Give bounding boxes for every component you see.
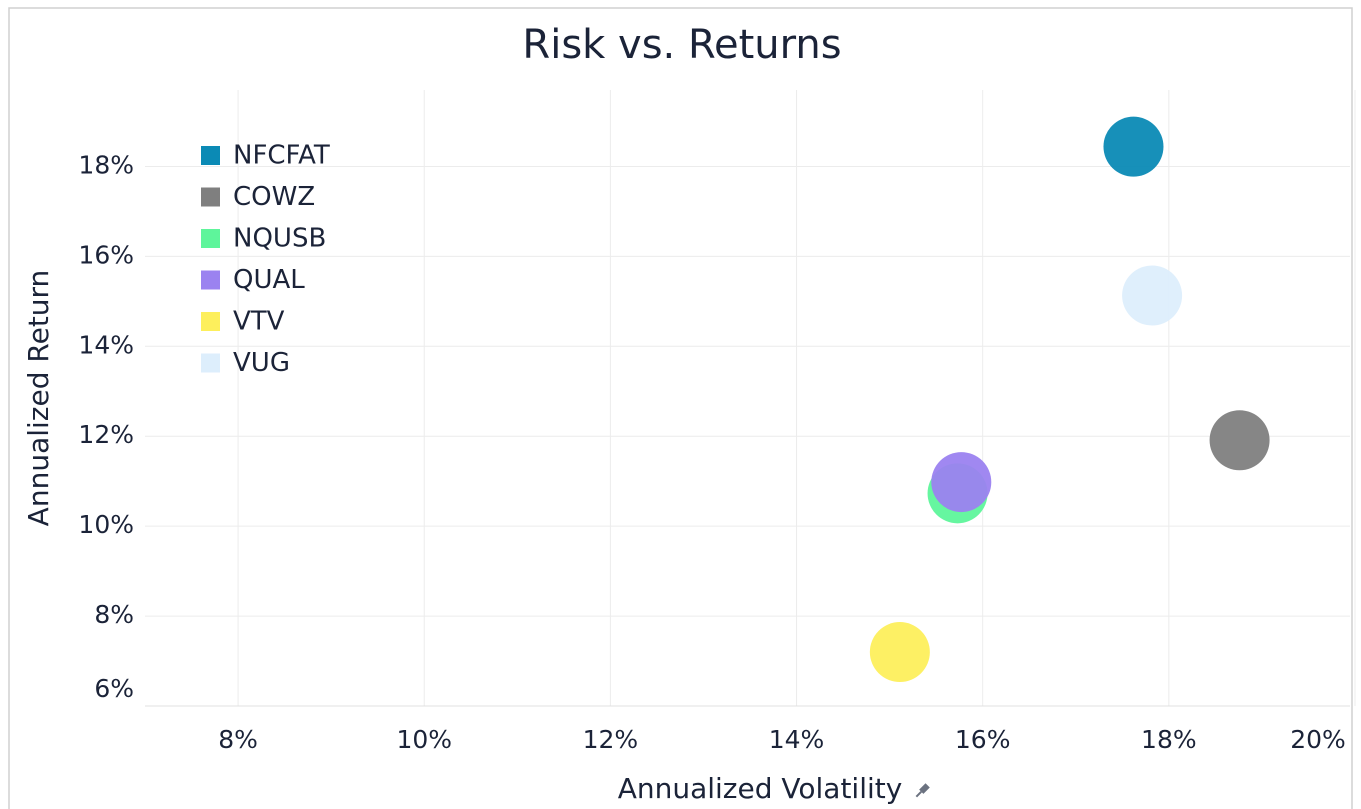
x-axis-label: Annualized Volatility bbox=[618, 772, 903, 805]
legend-swatch bbox=[201, 312, 220, 331]
point bbox=[931, 452, 992, 513]
legend-swatch bbox=[201, 187, 220, 207]
legend-label: COWZ bbox=[233, 182, 315, 212]
point bbox=[869, 622, 930, 683]
point bbox=[1103, 116, 1164, 177]
x-tick-label: 20% bbox=[1290, 725, 1346, 754]
legend-label: NQUSB bbox=[233, 224, 326, 254]
legend-swatch bbox=[201, 146, 220, 165]
frame bbox=[8, 7, 1353, 809]
y-tick-label: 16% bbox=[78, 240, 134, 269]
legend-swatch bbox=[201, 353, 220, 373]
y-tick-label: 18% bbox=[78, 150, 134, 179]
x-tick-label: 14% bbox=[769, 725, 825, 754]
chart-title: Risk vs. Returns bbox=[522, 22, 841, 68]
y-axis-label: Annualized Return bbox=[22, 270, 55, 527]
point bbox=[1122, 265, 1183, 326]
y-tick-label: 8% bbox=[94, 600, 134, 629]
y-tick-label: 14% bbox=[78, 330, 134, 359]
legend-swatch bbox=[201, 270, 220, 290]
y-tick-label: 6% bbox=[94, 674, 134, 703]
x-tick-label: 12% bbox=[583, 725, 639, 754]
legend: NFCFAT COWZ NQUSB QUAL VTV VUG bbox=[201, 141, 330, 378]
pin-icon bbox=[915, 783, 930, 798]
legend-label: QUAL bbox=[233, 265, 305, 295]
legend-swatch bbox=[201, 229, 220, 248]
x-tick-label: 18% bbox=[1141, 725, 1197, 754]
x-tick-label: 16% bbox=[955, 725, 1011, 754]
legend-label: VUG bbox=[233, 348, 290, 378]
point bbox=[1209, 410, 1270, 471]
x-tick-label: 10% bbox=[396, 725, 452, 754]
y-tick-label: 10% bbox=[78, 510, 134, 539]
legend-label: VTV bbox=[233, 307, 285, 337]
legend-label: NFCFAT bbox=[233, 141, 330, 171]
y-tick-label: 12% bbox=[78, 420, 134, 449]
x-tick-label: 8% bbox=[218, 725, 258, 754]
